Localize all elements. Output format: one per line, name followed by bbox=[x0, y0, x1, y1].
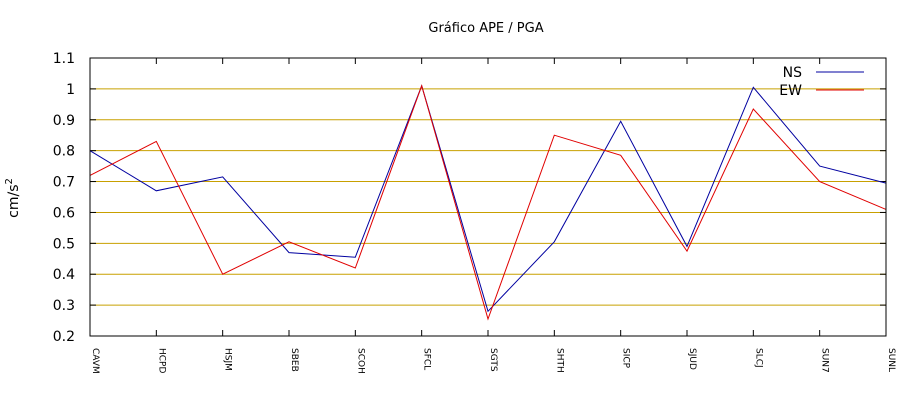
x-tick-label: HSJM bbox=[223, 348, 233, 371]
x-tick-label: SGTS bbox=[488, 348, 498, 372]
y-tick-label: 0.9 bbox=[53, 113, 75, 129]
y-tick-label: 0.4 bbox=[53, 267, 75, 283]
y-tick-label: 1 bbox=[66, 82, 75, 98]
plot-frame bbox=[89, 57, 887, 337]
x-tick-label: CAVM bbox=[90, 348, 100, 374]
y-axis-label-unit: cm/s bbox=[6, 185, 22, 218]
y-tick-label: 0.3 bbox=[53, 298, 75, 314]
series-line-ew bbox=[89, 84, 887, 321]
y-tick-label: 0.2 bbox=[53, 329, 75, 345]
series-lines bbox=[89, 84, 887, 321]
x-tick-label: SHTH bbox=[554, 348, 564, 373]
y-tick-label: 0.8 bbox=[53, 144, 75, 160]
grid-lines bbox=[90, 88, 886, 306]
x-tick-label: SBEB bbox=[289, 348, 299, 372]
y-ticks: 0.2 0.3 0.4 0.5 0.6 0.7 0.8 0.9 1 1.1 bbox=[53, 51, 886, 345]
y-tick-label: 0.7 bbox=[53, 175, 75, 191]
y-tick-label: 0.5 bbox=[53, 236, 75, 252]
legend-label-ns: NS bbox=[783, 65, 802, 81]
x-tick-label: SUN7 bbox=[820, 348, 830, 373]
x-tick-label: SCOH bbox=[355, 348, 365, 374]
y-axis-label: cm/s2 bbox=[4, 178, 22, 218]
series-line-ns bbox=[89, 84, 887, 313]
x-tick-label: HCPD bbox=[156, 348, 166, 373]
x-ticks: CAVM HCPD HSJM SBEB SCOH SFCL SGTS SHTH SICP SJUD… bbox=[89, 58, 896, 374]
x-tick-label: SJUD bbox=[687, 348, 697, 370]
x-tick-label: SUNL bbox=[886, 348, 896, 372]
legend: NS EW bbox=[779, 65, 864, 99]
x-tick-label: SLCJ bbox=[753, 348, 763, 368]
chart-title: Gráfico APE / PGA bbox=[428, 21, 543, 36]
x-tick-label: SICP bbox=[621, 348, 631, 369]
y-axis-label-exponent: 2 bbox=[4, 178, 15, 184]
x-tick-label: SFCL bbox=[422, 348, 432, 370]
legend-label-ew: EW bbox=[779, 83, 802, 99]
y-tick-label: 0.6 bbox=[53, 205, 75, 221]
y-tick-label: 1.1 bbox=[53, 51, 75, 67]
